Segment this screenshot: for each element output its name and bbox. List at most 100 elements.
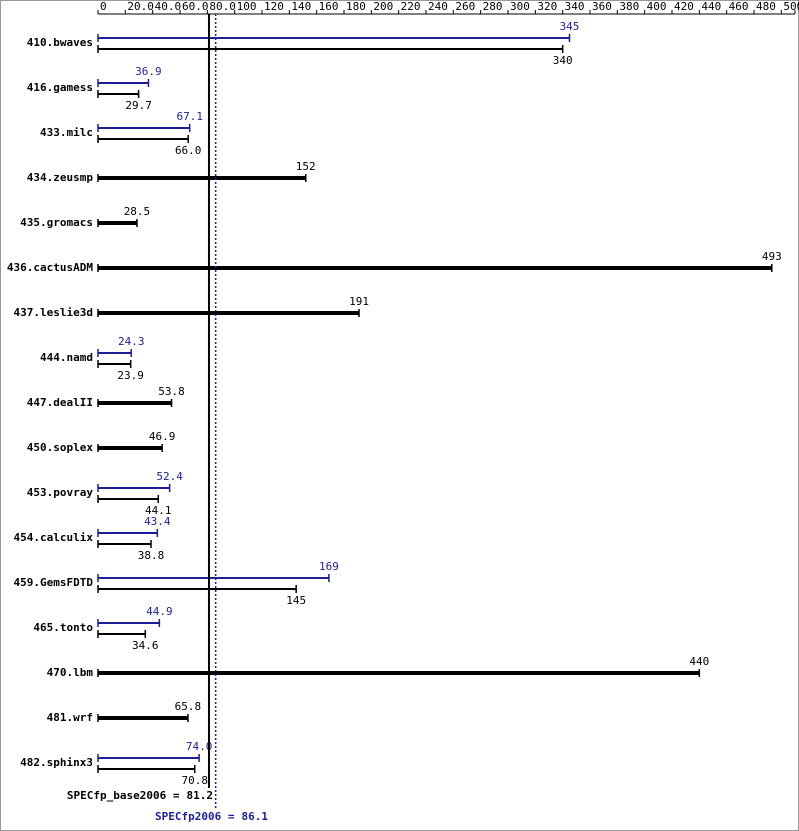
bar bbox=[97, 484, 171, 492]
bar bbox=[97, 174, 307, 182]
category-label: 459.GemsFDTD bbox=[14, 576, 94, 589]
value-label: 44.9 bbox=[146, 605, 173, 618]
value-label: 440 bbox=[689, 655, 709, 668]
reference-name: SPECfp_base2006 = bbox=[67, 789, 180, 802]
value-label: 36.9 bbox=[135, 65, 162, 78]
x-tick-label: 360 bbox=[592, 0, 612, 13]
bar bbox=[97, 219, 138, 227]
value-label: 340 bbox=[553, 54, 573, 67]
value-label: 145 bbox=[286, 594, 306, 607]
category-label: 454.calculix bbox=[14, 531, 94, 544]
bar bbox=[97, 79, 150, 87]
bar bbox=[97, 619, 161, 627]
x-tick-label: 340 bbox=[565, 0, 585, 13]
x-tick-label: 60.0 bbox=[182, 0, 209, 13]
x-tick-label: 440 bbox=[701, 0, 721, 13]
value-label: 28.5 bbox=[124, 205, 151, 218]
x-tick-label: 180 bbox=[346, 0, 366, 13]
bar bbox=[97, 540, 152, 548]
bar bbox=[97, 34, 571, 42]
category-label: 481.wrf bbox=[47, 711, 93, 724]
bar bbox=[97, 444, 163, 452]
x-tick-label: 480 bbox=[756, 0, 776, 13]
x-tick-label: 500 bbox=[783, 0, 799, 13]
x-tick-label: 140 bbox=[291, 0, 311, 13]
x-tick-label: 40.0 bbox=[155, 0, 182, 13]
value-label: 24.3 bbox=[118, 335, 145, 348]
bar bbox=[97, 360, 132, 368]
reference-label: SPECfp_base2006 = 81.2 bbox=[67, 789, 213, 802]
category-label: 434.zeusmp bbox=[27, 171, 94, 184]
value-label: 345 bbox=[560, 20, 580, 33]
value-label: 67.1 bbox=[176, 110, 203, 123]
category-label: 453.povray bbox=[27, 486, 94, 499]
x-tick-label: 0 bbox=[100, 0, 107, 13]
x-tick-label: 280 bbox=[483, 0, 503, 13]
x-tick-label: 460 bbox=[729, 0, 749, 13]
x-tick-label: 20.0 bbox=[127, 0, 154, 13]
bar bbox=[97, 399, 173, 407]
x-tick-label: 100 bbox=[237, 0, 257, 13]
reference-value: 81.2 bbox=[186, 789, 213, 802]
category-label: 436.cactusADM bbox=[7, 261, 93, 274]
x-tick-label: 220 bbox=[401, 0, 421, 13]
bar bbox=[97, 309, 360, 317]
x-tick-label: 120 bbox=[264, 0, 284, 13]
x-tick-label: 260 bbox=[455, 0, 475, 13]
bar bbox=[97, 264, 773, 272]
bar bbox=[97, 630, 147, 638]
bar bbox=[97, 135, 189, 143]
value-label: 53.8 bbox=[158, 385, 185, 398]
bar bbox=[97, 574, 330, 582]
category-label: 450.soplex bbox=[27, 441, 94, 454]
value-label: 34.6 bbox=[132, 639, 159, 652]
bar bbox=[97, 669, 701, 677]
x-tick-label: 300 bbox=[510, 0, 530, 13]
x-tick-label: 160 bbox=[319, 0, 339, 13]
value-label: 65.8 bbox=[175, 700, 202, 713]
x-tick-label: 240 bbox=[428, 0, 448, 13]
x-tick-label: 510 bbox=[797, 0, 799, 13]
x-tick-label: 320 bbox=[537, 0, 557, 13]
category-label: 465.tonto bbox=[33, 621, 93, 634]
bar bbox=[97, 585, 297, 593]
value-label: 70.8 bbox=[182, 774, 209, 787]
category-label: 410.bwaves bbox=[27, 36, 93, 49]
value-label: 169 bbox=[319, 560, 339, 573]
value-label: 493 bbox=[762, 250, 782, 263]
category-label: 433.milc bbox=[40, 126, 93, 139]
bar bbox=[97, 765, 196, 773]
category-label: 416.gamess bbox=[27, 81, 93, 94]
x-tick-label: 400 bbox=[647, 0, 667, 13]
bar bbox=[97, 495, 160, 503]
bar bbox=[97, 349, 132, 357]
value-label: 66.0 bbox=[175, 144, 202, 157]
reference-label: SPECfp2006 = 86.1 bbox=[155, 810, 268, 823]
bar bbox=[97, 45, 564, 53]
category-label: 437.leslie3d bbox=[14, 306, 93, 319]
value-label: 29.7 bbox=[125, 99, 152, 112]
x-tick-label: 380 bbox=[619, 0, 639, 13]
reference-value: 86.1 bbox=[241, 810, 268, 823]
category-label: 482.sphinx3 bbox=[20, 756, 93, 769]
value-label: 23.9 bbox=[117, 369, 144, 382]
value-label: 74.0 bbox=[186, 740, 213, 753]
category-label: 447.dealII bbox=[27, 396, 93, 409]
reference-name: SPECfp2006 = bbox=[155, 810, 235, 823]
x-tick-label: 200 bbox=[373, 0, 393, 13]
value-label: 43.4 bbox=[144, 515, 171, 528]
value-label: 44.1 bbox=[145, 504, 172, 517]
bar bbox=[97, 124, 191, 132]
value-label: 46.9 bbox=[149, 430, 176, 443]
category-label: 470.lbm bbox=[47, 666, 94, 679]
x-tick-label: 420 bbox=[674, 0, 694, 13]
value-label: 38.8 bbox=[138, 549, 165, 562]
category-label: 435.gromacs bbox=[20, 216, 93, 229]
x-tick-label: 80.0 bbox=[209, 0, 236, 13]
value-label: 52.4 bbox=[156, 470, 183, 483]
value-label: 152 bbox=[296, 160, 316, 173]
value-label: 191 bbox=[349, 295, 369, 308]
bar bbox=[97, 754, 200, 762]
